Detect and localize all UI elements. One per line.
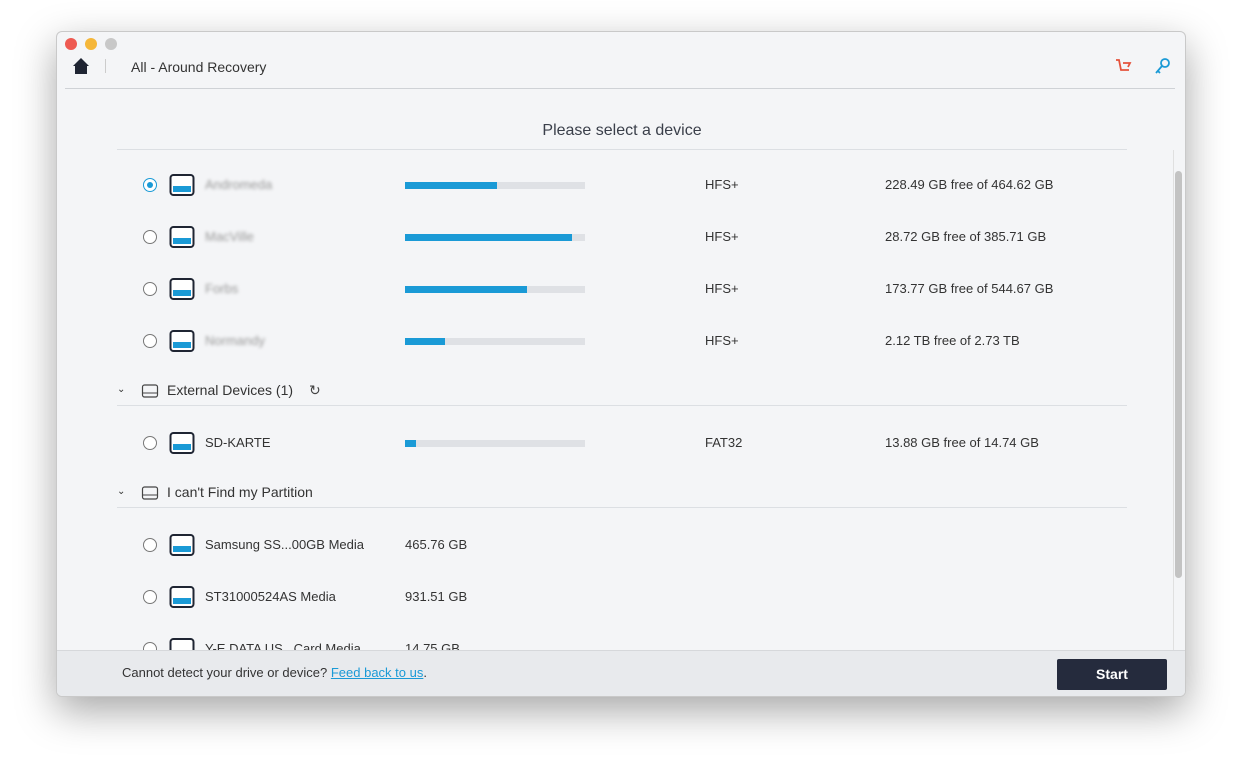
device-list: Andromeda HFS+ 228.49 GB free of 464.62 GB… xyxy=(57,150,1173,650)
drive-name: Samsung SS...00GB Media xyxy=(205,537,364,552)
size: 465.76 GB xyxy=(405,537,468,552)
size: 14.75 GB xyxy=(405,641,460,650)
capacity: 228.49 GB free of 464.62 GB xyxy=(885,177,1054,192)
radio[interactable] xyxy=(143,230,157,244)
radio[interactable] xyxy=(143,642,157,650)
radio[interactable] xyxy=(143,334,157,348)
zoom-button[interactable] xyxy=(105,38,117,50)
format: HFS+ xyxy=(705,177,739,192)
usage-bar xyxy=(405,234,573,241)
radio[interactable] xyxy=(143,282,157,296)
drive-glyph xyxy=(169,278,195,300)
home-icon[interactable] xyxy=(71,56,91,76)
refresh-icon[interactable]: ↻ xyxy=(309,382,321,398)
drive-glyph xyxy=(141,384,159,398)
drive-name: SD-KARTE xyxy=(205,435,271,450)
key-icon[interactable] xyxy=(1154,57,1172,75)
divider xyxy=(105,59,106,73)
close-button[interactable] xyxy=(65,38,77,50)
drive-name: ST31000524AS Media xyxy=(205,589,336,604)
window: All - Around Recovery Please select a de… xyxy=(56,31,1186,697)
radio[interactable] xyxy=(143,590,157,604)
minimize-button[interactable] xyxy=(85,38,97,50)
heading-rule xyxy=(117,149,1127,150)
drive-name: Normandy xyxy=(205,333,265,348)
radio[interactable] xyxy=(143,436,157,450)
chevron[interactable]: ⌄ xyxy=(117,384,126,395)
window-title: All - Around Recovery xyxy=(131,59,267,75)
drive-glyph xyxy=(169,534,195,556)
footer-text: Cannot detect your drive or device? Feed… xyxy=(122,665,427,681)
drive-icon xyxy=(169,225,195,254)
drive-glyph xyxy=(169,432,195,454)
usage-track xyxy=(405,338,585,345)
drive-glyph xyxy=(141,486,159,500)
radio-dot xyxy=(147,182,153,188)
usage-bar xyxy=(405,286,528,293)
drive-icon xyxy=(169,637,195,650)
usage-bar xyxy=(405,440,416,447)
drive-name: Y-E DATA US...Card Media xyxy=(205,641,361,650)
footer-suffix: . xyxy=(423,665,427,680)
footer-message: Cannot detect your drive or device? xyxy=(122,665,328,680)
drive-icon xyxy=(169,431,195,460)
drive-icon xyxy=(169,277,195,306)
usage-bar xyxy=(405,338,445,345)
drive-glyph xyxy=(169,638,195,650)
scroll-thumb[interactable] xyxy=(1175,171,1182,578)
usage-bar xyxy=(405,182,497,189)
capacity: 28.72 GB free of 385.71 GB xyxy=(885,229,1047,244)
drive-icon xyxy=(169,533,195,562)
scroll-track xyxy=(1173,150,1174,650)
size: 931.51 GB xyxy=(405,589,468,604)
format: FAT32 xyxy=(705,435,743,450)
section-title: External Devices (1) xyxy=(167,382,294,398)
capacity: 173.77 GB free of 544.67 GB xyxy=(885,281,1054,296)
drive-glyph xyxy=(169,226,195,248)
drive-name: Andromeda xyxy=(205,177,273,192)
radio[interactable] xyxy=(143,178,157,192)
section-rule xyxy=(117,405,1127,406)
drive-glyph xyxy=(169,330,195,352)
capacity: 13.88 GB free of 14.74 GB xyxy=(885,435,1039,450)
format: HFS+ xyxy=(705,229,739,244)
drive-icon xyxy=(169,585,195,614)
drive-icon xyxy=(169,173,195,202)
usage-track xyxy=(405,440,585,447)
chevron[interactable]: ⌄ xyxy=(117,486,126,497)
capacity: 2.12 TB free of 2.73 TB xyxy=(885,333,1020,348)
drive-name: Forbs xyxy=(205,281,239,296)
drive-icon xyxy=(169,329,195,358)
drive-glyph xyxy=(169,586,195,608)
section-title: I can't Find my Partition xyxy=(167,484,313,500)
format: HFS+ xyxy=(705,333,739,348)
section-rule xyxy=(117,507,1127,508)
drive-name: MacVille xyxy=(205,229,254,244)
feedback-link[interactable]: Feed back to us xyxy=(330,665,424,680)
drive-glyph xyxy=(169,174,195,196)
section-icon xyxy=(141,382,159,405)
format: HFS+ xyxy=(705,281,739,296)
header-rule xyxy=(65,88,1175,89)
footer: Cannot detect your drive or device? Feed… xyxy=(57,650,1185,696)
section-icon xyxy=(141,484,159,507)
start-button[interactable]: Start xyxy=(1057,659,1167,690)
cart-icon[interactable] xyxy=(1114,57,1132,75)
radio[interactable] xyxy=(143,538,157,552)
heading: Please select a device xyxy=(542,122,702,139)
